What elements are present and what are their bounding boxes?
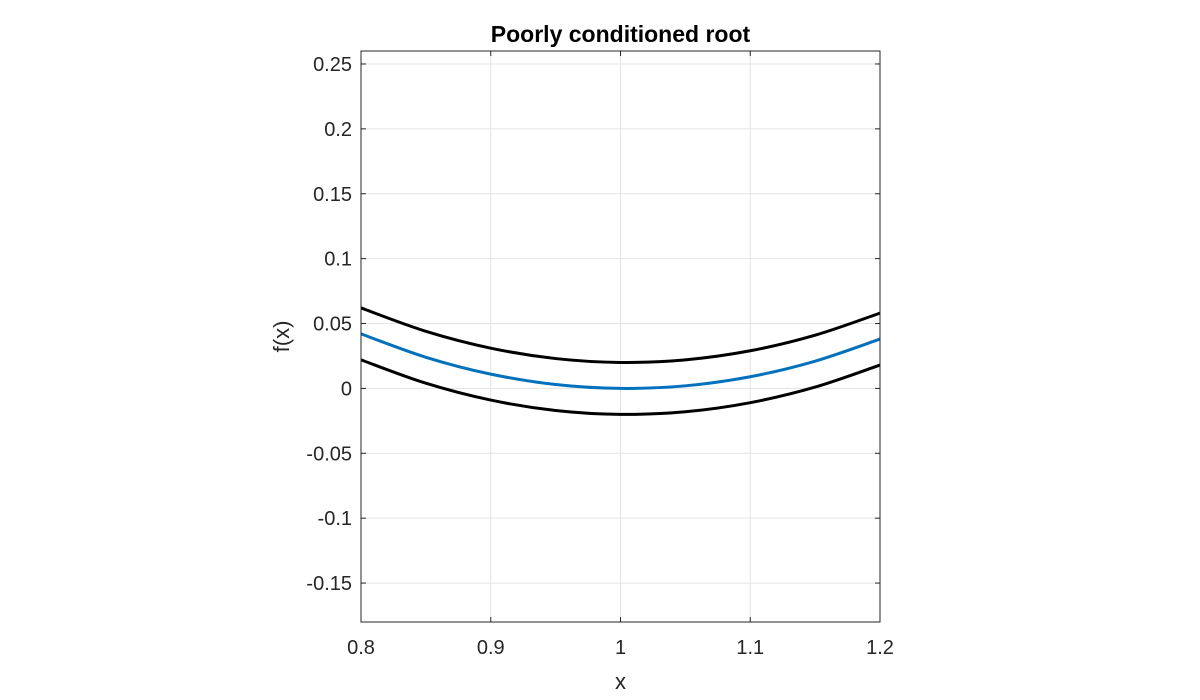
x-tick-label: 0.9 (477, 637, 505, 659)
y-tick-label: -0.1 (318, 508, 352, 530)
y-tick-label: 0.1 (324, 249, 352, 271)
y-tick-label: 0.25 (313, 54, 352, 76)
y-tick-labels: -0.15 -0.1 -0.05 0 0.05 0.1 0.15 0.2 0.25 (306, 54, 352, 595)
chart-title: Poorly conditioned root (491, 21, 751, 47)
y-tick-label: 0 (341, 378, 352, 400)
x-tick-labels: 0.8 0.9 1 1.1 1.2 (347, 637, 894, 659)
x-tick-label: 1.2 (866, 637, 894, 659)
y-tick-label: 0.05 (313, 314, 352, 336)
series-line-1 (360, 332, 881, 390)
y-axis-label: f(x) (269, 321, 294, 353)
plot-area (360, 50, 881, 623)
ticks (360, 51, 881, 622)
series-line-3 (360, 358, 881, 416)
series-layer (360, 306, 881, 416)
y-tick-label: -0.15 (306, 573, 352, 595)
y-tick-label: -0.05 (306, 443, 352, 465)
x-tick-label: 1.1 (736, 637, 764, 659)
series-line-2 (360, 306, 881, 364)
y-tick-label: 0.15 (313, 184, 352, 206)
y-tick-label: 0.2 (324, 119, 352, 141)
x-axis-label: x (615, 669, 626, 694)
x-tick-label: 0.8 (347, 637, 375, 659)
x-tick-label: 1 (615, 637, 626, 659)
